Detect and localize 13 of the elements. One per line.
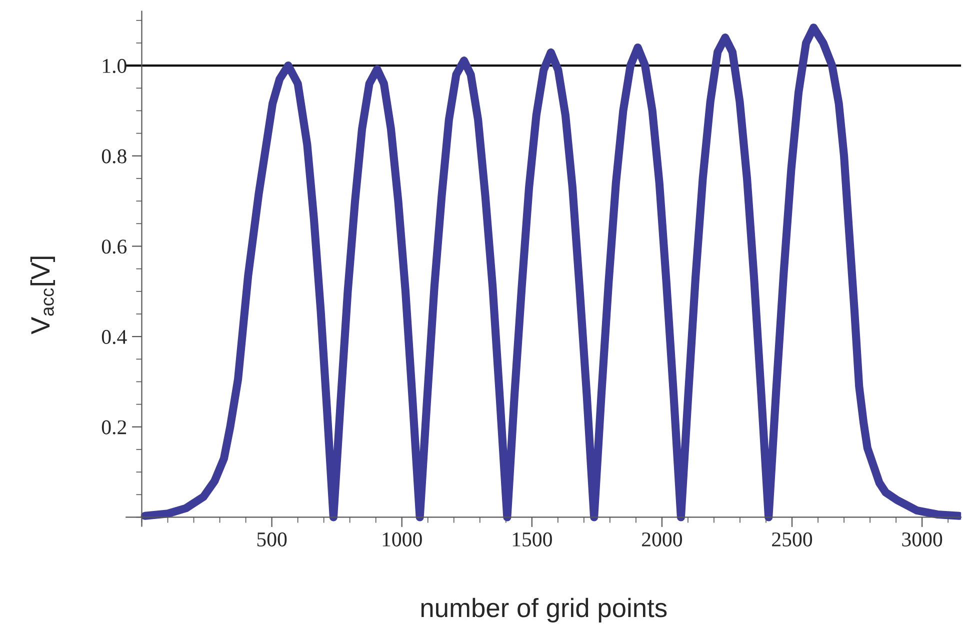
y-tick-label: 1.0 <box>102 58 126 74</box>
x-tick-label: 2500 <box>772 532 812 546</box>
x-tick-label: 1000 <box>382 532 422 546</box>
y-tick-label: 0.6 <box>102 240 127 254</box>
x-tick-label: 500 <box>257 532 287 546</box>
x-axis-title: number of grid points <box>421 598 667 623</box>
y-tick-label: 0.8 <box>102 149 126 164</box>
x-tick-label: 1500 <box>512 532 552 546</box>
x-tick-label: 2000 <box>642 532 682 546</box>
x-tick-label: 3000 <box>902 532 942 546</box>
y-tick-label: 0.4 <box>102 330 127 344</box>
y-axis-title: V$_{acc}$[V] <box>30 256 55 334</box>
y-tick-label: 0.2 <box>102 420 126 434</box>
